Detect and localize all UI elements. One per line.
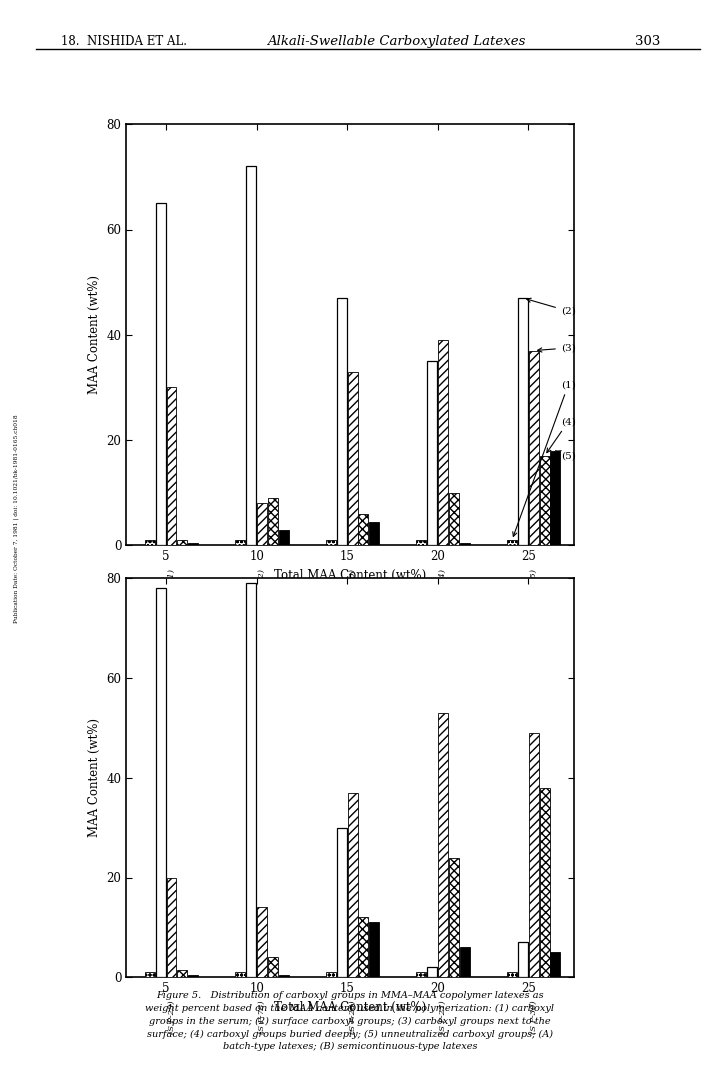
Bar	[235, 540, 245, 545]
Bar	[326, 972, 336, 977]
Text: (5): (5)	[555, 450, 575, 460]
Bar	[448, 858, 459, 977]
Bar	[518, 298, 528, 545]
Text: (S P-26): (S P-26)	[348, 1000, 356, 1034]
Bar	[348, 372, 358, 545]
Text: (2): (2)	[526, 298, 575, 315]
Text: 303: 303	[634, 35, 660, 48]
Bar	[358, 514, 368, 545]
Bar	[156, 588, 166, 977]
Bar	[188, 543, 198, 545]
Bar	[177, 970, 187, 977]
Bar	[459, 947, 469, 977]
Bar	[550, 953, 560, 977]
Bar	[427, 361, 437, 545]
Bar	[539, 456, 549, 545]
Bar	[507, 972, 517, 977]
Text: (1): (1)	[513, 380, 575, 537]
Bar	[235, 972, 245, 977]
Bar	[528, 351, 539, 545]
Bar	[267, 957, 278, 977]
Bar	[167, 388, 177, 545]
Bar	[167, 877, 177, 977]
Text: Figure 5.   Distribution of carboxyl groups in MMA–MAA copolymer latexes as
weig: Figure 5. Distribution of carboxyl group…	[146, 991, 554, 1051]
Bar	[438, 713, 448, 977]
X-axis label: Total MAA Content (wt%): Total MAA Content (wt%)	[273, 569, 426, 582]
Bar	[427, 968, 437, 977]
Bar	[528, 732, 539, 977]
Text: (S P-27): (S P-27)	[439, 1000, 447, 1034]
Bar	[257, 503, 267, 545]
Bar	[246, 583, 256, 977]
Bar	[518, 943, 528, 977]
Bar	[177, 540, 187, 545]
X-axis label: Total MAA Content (wt%): Total MAA Content (wt%)	[273, 1001, 426, 1014]
Text: (S PB-3): (S PB-3)	[348, 569, 356, 604]
Y-axis label: MAA Content (wt%): MAA Content (wt%)	[88, 275, 101, 394]
Text: Publication Date: October 7, 1981 | doi: 10.1021/bk-1981-0165.ch018: Publication Date: October 7, 1981 | doi:…	[13, 414, 19, 623]
Bar	[337, 827, 347, 977]
Text: (4): (4)	[547, 417, 575, 453]
Bar	[358, 917, 368, 977]
Bar	[369, 522, 379, 545]
Text: (S P-78): (S P-78)	[258, 1000, 266, 1034]
Bar	[416, 540, 426, 545]
Bar	[448, 492, 459, 545]
Bar	[416, 972, 426, 977]
Bar	[188, 975, 198, 977]
Text: (3): (3)	[537, 343, 575, 352]
Bar	[337, 298, 347, 545]
Bar	[278, 529, 288, 545]
Bar	[550, 450, 560, 545]
Bar	[257, 907, 267, 977]
Text: (S PB-1): (S PB-1)	[167, 569, 175, 604]
Bar	[145, 972, 155, 977]
Text: 18.  NISHIDA ET AL.: 18. NISHIDA ET AL.	[61, 35, 187, 48]
Text: (S P-29): (S P-29)	[167, 1000, 175, 1034]
Text: (S PB-5): (S PB-5)	[529, 569, 537, 604]
Bar	[156, 203, 166, 545]
Bar	[278, 975, 288, 977]
Bar	[438, 340, 448, 545]
Text: (S PB-4): (S PB-4)	[439, 569, 447, 604]
Bar	[267, 498, 278, 545]
Text: Alkali-Swellable Carboxylated Latexes: Alkali-Swellable Carboxylated Latexes	[267, 35, 525, 48]
Text: (S P-30): (S P-30)	[529, 1000, 537, 1034]
Bar	[348, 793, 358, 977]
Bar	[507, 540, 517, 545]
Bar	[459, 543, 469, 545]
Y-axis label: MAA Content (wt%): MAA Content (wt%)	[88, 718, 101, 837]
Bar	[369, 922, 379, 977]
Bar	[246, 166, 256, 545]
Bar	[145, 540, 155, 545]
Bar	[326, 540, 336, 545]
Text: (S PB-2): (S PB-2)	[258, 569, 266, 604]
Bar	[539, 787, 549, 977]
